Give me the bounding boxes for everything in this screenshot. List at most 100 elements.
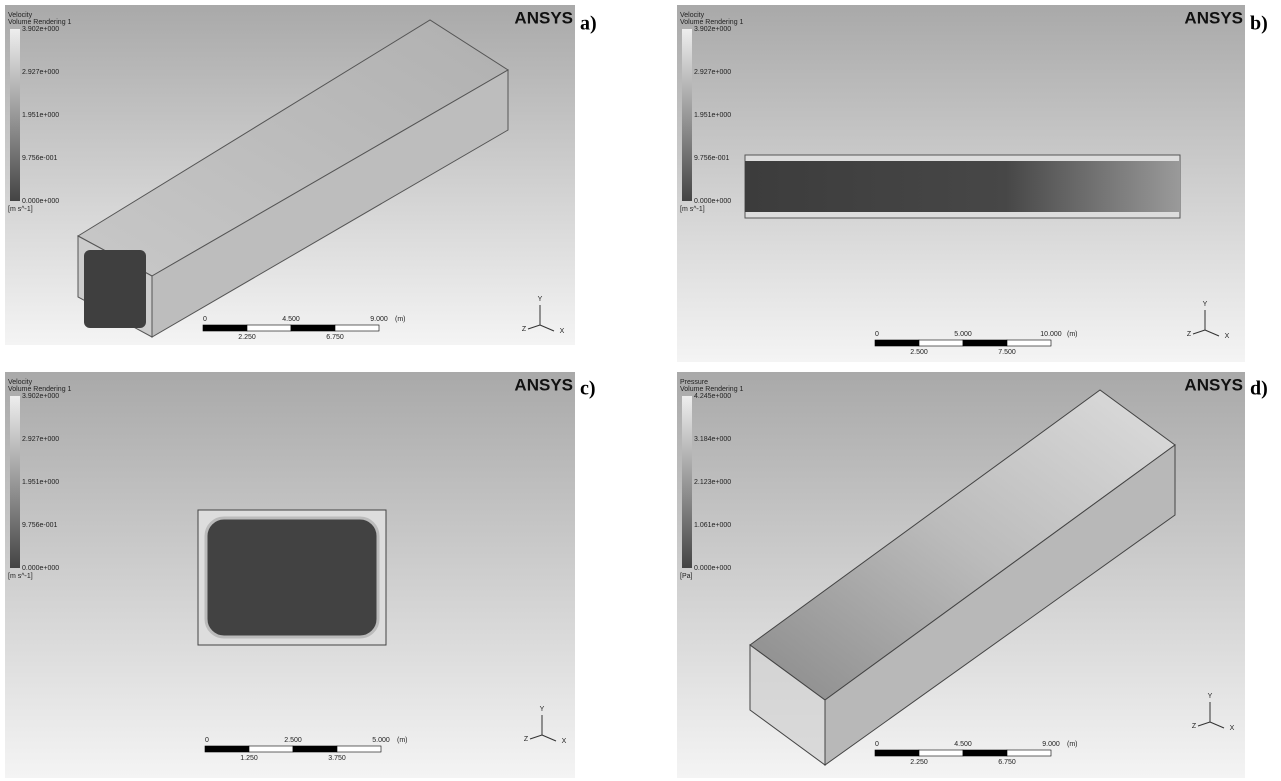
logo: ANSYS — [514, 8, 573, 27]
legend-tick: 0.000e+000 — [694, 198, 731, 205]
legend-tick: 2.123e+000 — [694, 479, 731, 486]
axis-z: Z — [1187, 331, 1192, 338]
scale-segment — [291, 325, 335, 331]
scale-segment — [919, 340, 963, 346]
scale-label: 0 — [875, 331, 879, 338]
scale-label: 0 — [205, 737, 209, 744]
axis-x: X — [1225, 333, 1230, 340]
scale-segment — [919, 750, 963, 756]
legend-subtitle: Volume Rendering 1 — [680, 19, 744, 26]
panel-label: c) — [580, 378, 596, 400]
color-bar — [10, 396, 20, 568]
scale-segment — [203, 325, 247, 331]
legend-tick: 3.184e+000 — [694, 436, 731, 443]
legend-tick: 0.000e+000 — [22, 198, 59, 205]
scale-unit: (m) — [1067, 741, 1078, 748]
scale-label: 0 — [875, 741, 879, 748]
legend-tick: 2.927e+000 — [22, 436, 59, 443]
scale-segment — [335, 325, 379, 331]
axis-z: Z — [524, 736, 529, 743]
scale-segment — [249, 746, 293, 752]
color-bar — [682, 396, 692, 568]
legend-unit: [Pa] — [680, 573, 693, 580]
logo: ANSYS — [1184, 375, 1243, 394]
scale-label: 3.750 — [328, 755, 346, 762]
section-core — [206, 518, 378, 637]
axis-z: Z — [522, 326, 527, 333]
scale-label: 9.000 — [370, 316, 388, 323]
legend-tick: 1.951e+000 — [22, 479, 59, 486]
scale-label: 7.500 — [998, 349, 1016, 356]
axis-x: X — [562, 738, 567, 745]
scale-segment — [293, 746, 337, 752]
legend-title: Pressure — [680, 379, 708, 386]
scale-segment — [205, 746, 249, 752]
scale-segment — [1007, 340, 1051, 346]
axis-z: Z — [1192, 723, 1197, 730]
legend-tick: 3.902e+000 — [694, 26, 731, 33]
scale-label: 2.500 — [284, 737, 302, 744]
legend-tick: 1.951e+000 — [694, 112, 731, 119]
scale-label: 2.500 — [910, 349, 928, 356]
axis-y: Y — [538, 296, 543, 303]
axis-x: X — [560, 328, 565, 335]
scale-label: 1.250 — [240, 755, 258, 762]
logo: ANSYS — [514, 375, 573, 394]
scale-label: 2.250 — [238, 334, 256, 341]
axis-y: Y — [540, 706, 545, 713]
legend-title: Velocity — [8, 12, 33, 19]
scale-unit: (m) — [1067, 331, 1078, 338]
scale-unit: (m) — [397, 737, 408, 744]
inlet — [84, 250, 146, 328]
scale-segment — [247, 325, 291, 331]
legend-tick: 1.951e+000 — [22, 112, 59, 119]
axis-y: Y — [1203, 301, 1208, 308]
legend-tick: 3.902e+000 — [22, 393, 59, 400]
figure: ANSYSa)VelocityVolume Rendering 13.902e+… — [0, 0, 1281, 781]
scale-label: 9.000 — [1042, 741, 1060, 748]
legend-tick: 3.902e+000 — [22, 26, 59, 33]
legend-subtitle: Volume Rendering 1 — [8, 386, 72, 393]
legend-tick: 1.061e+000 — [694, 522, 731, 529]
scale-label: 4.500 — [282, 316, 300, 323]
scale-label: 5.000 — [954, 331, 972, 338]
legend-subtitle: Volume Rendering 1 — [8, 19, 72, 26]
legend-unit: [m s^-1] — [680, 206, 705, 213]
color-bar — [10, 29, 20, 201]
legend-tick: 9.756e-001 — [22, 522, 58, 529]
panel-label: a) — [580, 13, 597, 35]
scale-label: 0 — [203, 316, 207, 323]
legend-unit: [m s^-1] — [8, 206, 33, 213]
scale-label: 6.750 — [998, 759, 1016, 766]
scale-label: 6.750 — [326, 334, 344, 341]
scale-segment — [875, 750, 919, 756]
legend-unit: [m s^-1] — [8, 573, 33, 580]
legend-title: Velocity — [680, 12, 705, 19]
panel-label: b) — [1250, 13, 1268, 35]
logo: ANSYS — [1184, 8, 1243, 27]
legend-tick: 2.927e+000 — [22, 69, 59, 76]
scale-segment — [963, 750, 1007, 756]
axis-y: Y — [1208, 693, 1213, 700]
legend-tick: 9.756e-001 — [22, 155, 58, 162]
pipe-core — [745, 161, 1180, 212]
scale-label: 4.500 — [954, 741, 972, 748]
scale-segment — [337, 746, 381, 752]
legend-tick: 4.245e+000 — [694, 393, 731, 400]
scale-segment — [875, 340, 919, 346]
legend-title: Velocity — [8, 379, 33, 386]
axis-x: X — [1230, 725, 1235, 732]
scale-unit: (m) — [395, 316, 406, 323]
legend-tick: 0.000e+000 — [694, 565, 731, 572]
panel-label: d) — [1250, 378, 1268, 400]
legend-tick: 9.756e-001 — [694, 155, 730, 162]
scale-label: 5.000 — [372, 737, 390, 744]
legend-tick: 2.927e+000 — [694, 69, 731, 76]
scale-segment — [1007, 750, 1051, 756]
scale-label: 10.000 — [1040, 331, 1062, 338]
color-bar — [682, 29, 692, 201]
